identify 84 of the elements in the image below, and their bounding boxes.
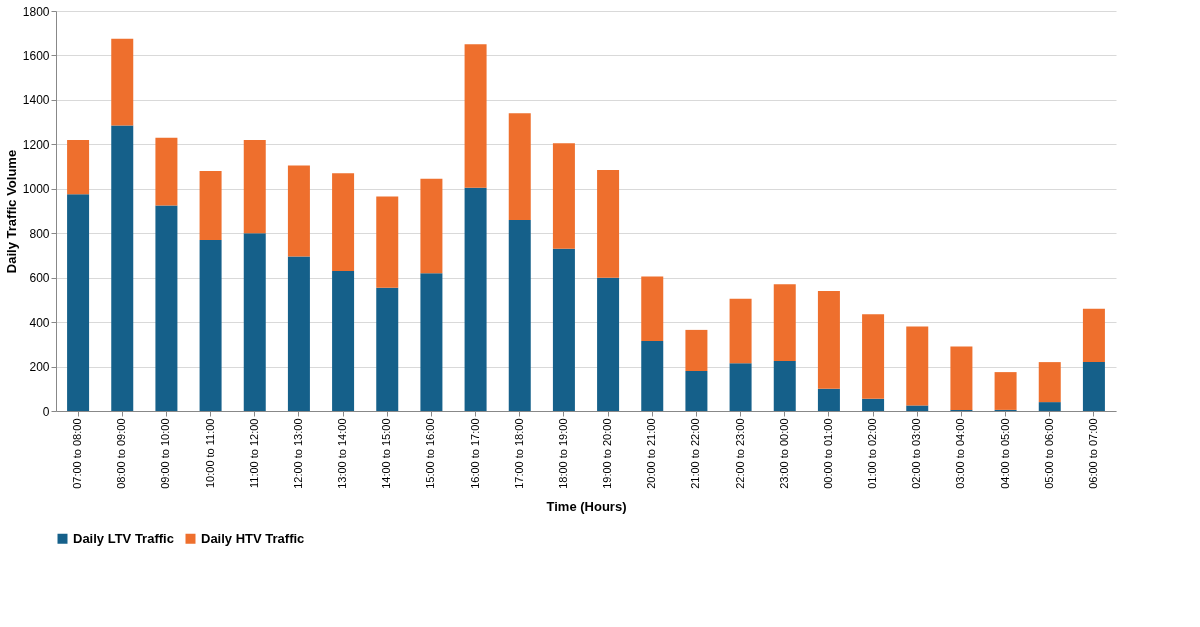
x-tick-label: 20:00 to 21:00 [645, 418, 658, 489]
bar [773, 284, 796, 361]
x-tick-label: 09:00 to 10:00 [159, 418, 172, 489]
bar [641, 341, 664, 411]
x-tick-label: 18:00 to 19:00 [556, 418, 569, 489]
y-tick-label: 800 [29, 226, 50, 241]
bar [199, 239, 222, 411]
y-tick-label: 0 [42, 404, 50, 419]
bar [950, 346, 973, 410]
bar [376, 196, 399, 288]
x-tick-label: 13:00 to 14:00 [336, 418, 349, 489]
x-tick-label: 08:00 to 09:00 [115, 418, 128, 489]
x-tick-label: 10:00 to 11:00 [203, 418, 216, 489]
x-tick-label: 11:00 to 12:00 [247, 418, 260, 489]
bar [287, 165, 310, 257]
y-tick-label: 1400 [22, 93, 50, 108]
y-tick-label: 1200 [22, 137, 50, 152]
bar [597, 169, 620, 278]
bar [67, 194, 90, 411]
bar [597, 277, 620, 411]
bar [287, 256, 310, 411]
x-tick-label: 22:00 to 23:00 [733, 418, 746, 489]
bar [155, 137, 178, 206]
x-tick-label: 02:00 to 03:00 [910, 418, 923, 489]
x-tick-label: 03:00 to 04:00 [954, 418, 967, 489]
bar [685, 329, 708, 371]
bar [817, 291, 840, 389]
bar [552, 248, 575, 411]
bar [243, 139, 266, 234]
bar [1082, 362, 1105, 411]
bar [994, 372, 1017, 410]
bar [729, 363, 752, 411]
bar [729, 298, 752, 364]
x-tick-label: 17:00 to 18:00 [512, 418, 525, 489]
bar [685, 371, 708, 411]
bar [508, 113, 531, 220]
x-tick-label: 07:00 to 08:00 [71, 418, 84, 489]
x-tick-label: 12:00 to 13:00 [291, 418, 304, 489]
bar [1038, 402, 1061, 411]
bar [111, 125, 134, 411]
y-axis-title: Daily Traffic Volume [3, 149, 19, 274]
x-tick-label: 04:00 to 05:00 [998, 418, 1011, 489]
bar [111, 38, 134, 126]
x-tick-label: 00:00 to 01:00 [821, 418, 834, 489]
bar [773, 361, 796, 411]
bar [332, 173, 355, 271]
x-tick-label: 15:00 to 16:00 [424, 418, 437, 489]
bar [1082, 308, 1105, 363]
legend-label: Daily LTV Traffic [73, 530, 174, 546]
x-tick-label: 14:00 to 15:00 [380, 418, 393, 489]
bar [420, 273, 443, 411]
bar [332, 271, 355, 411]
bar [906, 326, 929, 406]
bar [155, 205, 178, 411]
bar [817, 388, 840, 411]
bar [508, 219, 531, 411]
bar [376, 287, 399, 411]
bar [464, 187, 487, 411]
bar [1038, 362, 1061, 403]
bar [199, 171, 222, 240]
legend-label: Daily HTV Traffic [201, 530, 305, 546]
bar [862, 314, 885, 399]
x-axis-title: Time (Hours) [546, 498, 627, 514]
x-tick-label: 19:00 to 20:00 [601, 418, 614, 489]
bar [552, 143, 575, 249]
x-tick-label: 16:00 to 17:00 [468, 418, 481, 489]
bar [906, 405, 929, 411]
x-tick-label: 21:00 to 22:00 [689, 418, 702, 489]
y-tick-label: 1800 [22, 4, 50, 19]
bar [67, 139, 90, 195]
bar [420, 178, 443, 274]
y-tick-label: 400 [29, 315, 50, 330]
y-tick-label: 1600 [22, 48, 50, 63]
bar [862, 398, 885, 411]
x-tick-label: 23:00 to 00:00 [777, 418, 790, 489]
x-tick-label: 06:00 to 07:00 [1086, 418, 1099, 489]
y-tick-label: 200 [29, 360, 50, 375]
bar [641, 276, 664, 341]
x-tick-label: 01:00 to 02:00 [866, 418, 879, 489]
bar [464, 44, 487, 188]
y-tick-label: 600 [29, 271, 50, 286]
x-tick-label: 05:00 to 06:00 [1042, 418, 1055, 489]
y-tick-label: 1000 [22, 182, 50, 197]
bar [243, 233, 266, 411]
